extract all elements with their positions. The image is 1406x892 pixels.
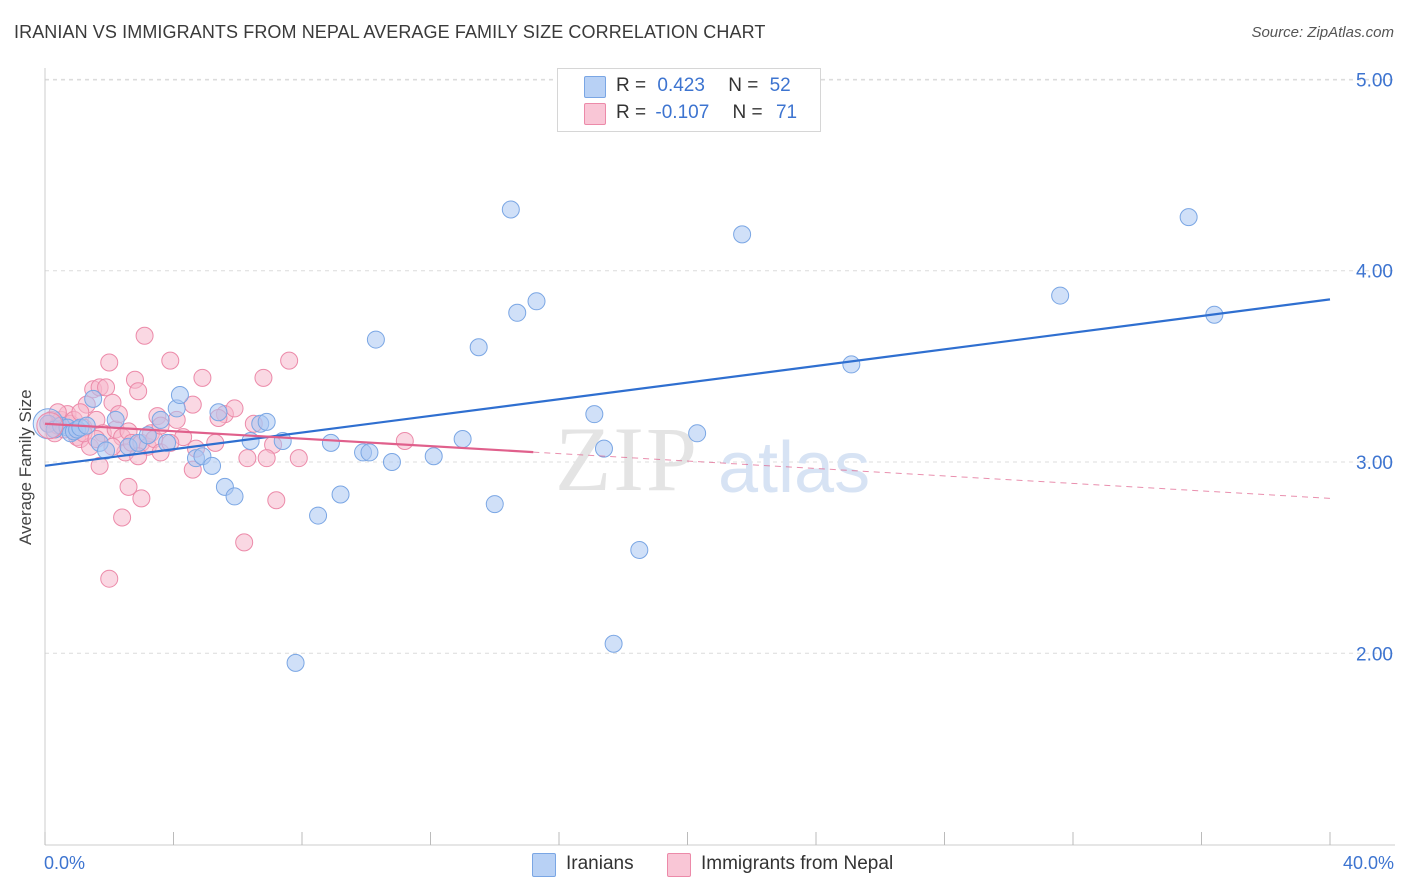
legend-r-value: 0.423 (657, 75, 705, 96)
iranians-point (84, 389, 103, 408)
nepal-point (113, 508, 132, 527)
legend-swatch-nepal (584, 103, 606, 125)
legend-n-value: 71 (775, 102, 798, 123)
y-tick-label: 3.00 (1356, 453, 1393, 474)
chart-title: IRANIAN VS IMMIGRANTS FROM NEPAL AVERAGE… (14, 22, 766, 42)
legend-r-label: R = (616, 102, 647, 123)
iranians-point (1051, 286, 1070, 305)
nepal-point (193, 368, 212, 387)
iranians-point (604, 634, 623, 653)
y-axis-label: Average Family Size (16, 389, 35, 545)
legend-r-value: -0.107 (655, 102, 710, 123)
iranians-point (453, 430, 472, 449)
nepal-point (280, 351, 299, 370)
iranians-point (366, 330, 385, 349)
iranians-point (842, 355, 861, 374)
nepal-point (257, 449, 276, 468)
nepal-point (129, 382, 148, 401)
iranians-point (209, 403, 228, 422)
nepal-point (267, 491, 286, 510)
iranians-point (485, 495, 504, 514)
chart-source: Source: ZipAtlas.com (1251, 24, 1394, 41)
iranians-point (309, 506, 328, 525)
bottom-legend-label-nepal: Immigrants from Nepal (701, 853, 894, 874)
watermark-atlas: atlas (718, 428, 870, 508)
bottom-legend-swatch-nepal (667, 853, 691, 877)
nepal-point (97, 378, 116, 397)
iranians-point (286, 653, 305, 672)
iranians-point (733, 225, 752, 244)
tick-labels: 2.00 3.00 4.00 5.00 0.0% 40.0% (44, 70, 1394, 873)
iranians-point (170, 386, 189, 405)
nepal-cluster-point (36, 412, 64, 440)
x-tick-label: 40.0% (1343, 853, 1394, 873)
nepal-point (135, 326, 154, 345)
iranians-point (257, 412, 276, 431)
watermark: ZIP atlas (555, 408, 870, 510)
legend-n-label: N = (732, 102, 763, 123)
axes (44, 68, 1395, 846)
watermark-zip: ZIP (555, 408, 699, 510)
y-tick-label: 4.00 (1356, 262, 1393, 283)
legend-swatch-iranians (584, 76, 606, 98)
iranians-point (203, 456, 222, 475)
iranians-trend-line (44, 298, 1331, 467)
nepal-point (100, 569, 119, 588)
iranians-point (321, 433, 340, 452)
iranians-point (106, 410, 125, 429)
legend-r-label: R = (616, 75, 647, 96)
iranians-point (151, 410, 170, 429)
iranians-point (331, 485, 350, 504)
y-axis-label-wrap: Average Family Size (16, 300, 40, 580)
nepal-point (225, 399, 244, 418)
nepal-point (238, 449, 257, 468)
legend-n-value: 52 (769, 75, 791, 96)
legend-n-label: N = (728, 75, 759, 96)
iranians-point (630, 540, 649, 559)
iranians-point (501, 200, 520, 219)
nepal-trend-line (44, 422, 534, 454)
iranians-point (1179, 208, 1198, 227)
y-tick-label: 5.00 (1356, 70, 1393, 91)
grid-layer (45, 78, 1395, 654)
iranians-point (158, 433, 177, 452)
nepal-point (132, 489, 151, 508)
nepal-point (289, 449, 308, 468)
nepal-point (119, 477, 138, 496)
iranians-point (688, 424, 707, 443)
nepal-point (90, 456, 109, 475)
iranians-point (469, 338, 488, 357)
x-tick-label: 0.0% (44, 853, 85, 873)
iranians-point (225, 487, 244, 506)
nepal-point (235, 533, 254, 552)
iranians-point (382, 453, 401, 471)
nepal-point (161, 351, 180, 370)
nepal-point (254, 368, 273, 387)
y-tick-label: 2.00 (1356, 644, 1393, 665)
nepal-trend-line-extension (533, 451, 1331, 499)
iranians-point (508, 303, 527, 322)
iranians-point (527, 292, 546, 311)
iranians-point (424, 447, 443, 466)
trend-lines (44, 298, 1331, 499)
iranians-point (585, 405, 604, 424)
nepal-point (395, 431, 414, 450)
iranians-point (594, 439, 613, 458)
data-points (32, 200, 1224, 672)
iranians-point (360, 443, 379, 462)
bottom-legend-label-iranians: Iranians (566, 853, 634, 874)
stats-legend: R = 0.423 N = 52 R = -0.107 N = 71 (557, 68, 821, 132)
bottom-legend-swatch-iranians (532, 853, 556, 877)
nepal-point (100, 353, 119, 372)
